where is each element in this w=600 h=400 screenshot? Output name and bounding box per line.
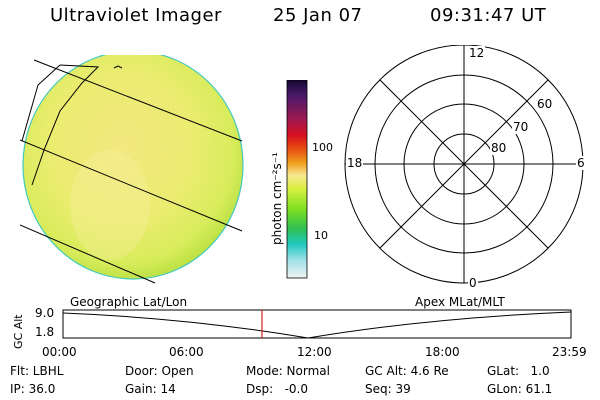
mlt-label-0: 0 bbox=[468, 276, 478, 290]
timeline-right-label: Apex MLat/MLT bbox=[415, 295, 505, 309]
gc-alt-status: GC Alt: 4.6 Re bbox=[365, 364, 449, 378]
instrument-title: Ultraviolet Imager bbox=[50, 5, 222, 26]
time-tick-1800: 18:00 bbox=[425, 345, 460, 359]
timeline-left-label: Geographic Lat/Lon bbox=[70, 295, 188, 309]
mlat-label-60: 60 bbox=[536, 97, 554, 111]
filter-status: Flt: LBHL bbox=[10, 364, 64, 378]
date-label: 25 Jan 07 bbox=[273, 5, 363, 26]
seq-status: Seq: 39 bbox=[365, 382, 411, 396]
glat-status: GLat: 1.0 bbox=[487, 364, 550, 378]
gc-alt-tick-high: 9.0 bbox=[35, 306, 55, 320]
colorbar-unit-label: photon cm⁻²s⁻¹ bbox=[270, 152, 284, 245]
time-tick-0600: 06:00 bbox=[169, 345, 204, 359]
time-tick-0000: 00:00 bbox=[42, 345, 77, 359]
mlat-label-80: 80 bbox=[490, 141, 508, 155]
altitude-curve bbox=[62, 311, 572, 339]
time-label: 09:31:47 UT bbox=[430, 5, 547, 26]
dsp-status: Dsp: -0.0 bbox=[246, 382, 309, 396]
door-status: Door: Open bbox=[125, 364, 194, 378]
time-tick-2359: 23:59 bbox=[552, 345, 587, 359]
colorbar-tick-100: 100 bbox=[312, 141, 333, 154]
gain-status: Gain: 14 bbox=[125, 382, 176, 396]
ip-status: IP: 36.0 bbox=[10, 382, 56, 396]
time-tick-1200: 12:00 bbox=[297, 345, 332, 359]
mode-status: Mode: Normal bbox=[246, 364, 330, 378]
geographic-grid-lines bbox=[20, 59, 243, 284]
mlat-label-70: 70 bbox=[512, 120, 530, 134]
altitude-timeline bbox=[62, 309, 572, 339]
glon-status: GLon: 61.1 bbox=[487, 382, 553, 396]
color-scale-bar bbox=[286, 80, 308, 279]
uv-earth-image bbox=[20, 55, 244, 284]
gc-alt-tick-low: 1.8 bbox=[35, 325, 55, 339]
polar-mlat-mlt-plot bbox=[344, 45, 584, 284]
mlt-label-6: 6 bbox=[576, 156, 586, 170]
colorbar-tick-10: 10 bbox=[314, 229, 328, 242]
mlt-label-12: 12 bbox=[468, 46, 486, 60]
mlt-label-18: 18 bbox=[346, 156, 364, 170]
gc-alt-axis-label: GC Alt bbox=[12, 314, 25, 349]
timeline-frame bbox=[62, 309, 572, 339]
